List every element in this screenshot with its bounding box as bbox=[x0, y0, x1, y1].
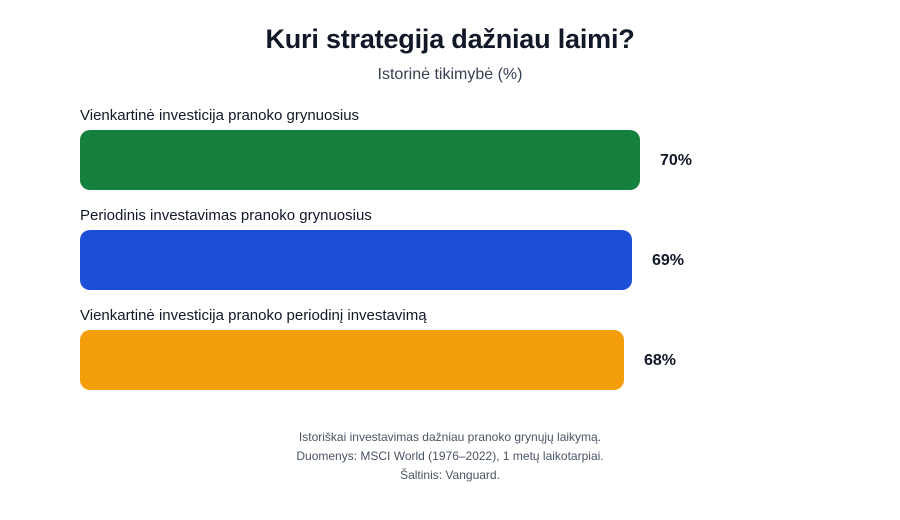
bar-lump-sum-vs-cash bbox=[80, 130, 640, 190]
bar-dca-vs-cash bbox=[80, 230, 632, 290]
chart-subtitle: Istorinė tikimybė (%) bbox=[377, 66, 523, 83]
footnote-citation: Šaltinis: Vanguard. bbox=[400, 468, 500, 482]
bar-label: Vienkartinė investicija pranoko periodin… bbox=[80, 307, 427, 324]
bar-lump-sum-vs-dca bbox=[80, 330, 624, 390]
footnote-summary: Istoriškai investavimas dažniau pranoko … bbox=[298, 430, 602, 444]
bar-value-label: 68% bbox=[644, 352, 677, 369]
bar-label: Vienkartinė investicija pranoko grynuosi… bbox=[80, 107, 360, 124]
bar-value-label: 69% bbox=[652, 252, 685, 269]
bar-label: Periodinis investavimas pranoko grynuosi… bbox=[80, 207, 372, 224]
chart-footnote: Istoriškai investavimas dažniau pranoko … bbox=[0, 428, 900, 485]
footnote-data-source: Duomenys: MSCI World (1976–2022), 1 metų… bbox=[296, 449, 604, 463]
bar-value-label: 70% bbox=[660, 152, 693, 169]
chart-title: Kuri strategija dažniau laimi? bbox=[265, 24, 635, 54]
